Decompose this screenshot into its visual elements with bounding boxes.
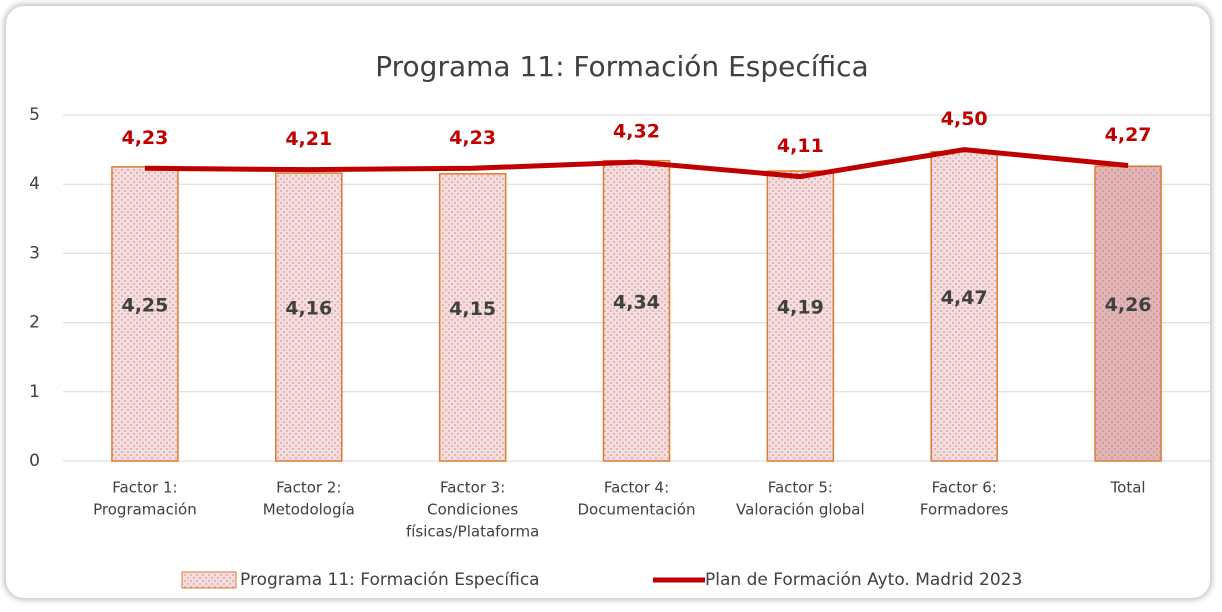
x-tick-label: Documentación (577, 501, 695, 519)
x-tick-label: Total (1110, 479, 1146, 497)
x-tick-label: Formadores (920, 501, 1009, 519)
bar-value-label: 4,34 (613, 291, 660, 313)
x-tick-label: Condiciones (427, 501, 518, 519)
bar-texture (931, 151, 998, 461)
line-value-label: 4,27 (1105, 124, 1152, 146)
y-tick-label: 0 (29, 451, 40, 471)
bar-value-label: 4,47 (941, 287, 988, 309)
x-tick-label: Factor 6: (932, 479, 997, 497)
bar-texture (767, 171, 834, 461)
x-tick-label: Valoración global (736, 501, 865, 519)
x-tick-label: Factor 3: (440, 479, 505, 497)
x-tick-label: Factor 2: (276, 479, 341, 497)
x-tick-label: Metodología (263, 501, 355, 519)
line (144, 147, 1129, 180)
chart-title: Programa 11: Formación Específica (375, 50, 868, 83)
y-tick-label: 1 (29, 382, 40, 402)
legend-label: Programa 11: Formación Específica (240, 570, 540, 590)
line-value-label: 4,23 (121, 127, 168, 149)
bar-value-label: 4,15 (449, 298, 496, 320)
bar-texture (1095, 166, 1162, 461)
bar-value-label: 4,26 (1105, 294, 1152, 316)
y-tick-label: 3 (29, 243, 40, 263)
line-value-label: 4,21 (285, 128, 332, 150)
bar-texture (439, 173, 506, 461)
x-tick-label: físicas/Plataforma (406, 523, 539, 541)
line-value-label: 4,50 (941, 108, 988, 130)
x-tick-label: Factor 4: (604, 479, 669, 497)
x-tick-label: Factor 1: (112, 479, 177, 497)
legend-label: Plan de Formación Ayto. Madrid 2023 (705, 570, 1022, 590)
y-tick-label: 2 (29, 313, 40, 333)
x-tick-label: Factor 5: (768, 479, 833, 497)
line-value-label: 4,32 (613, 121, 660, 143)
line-value-label: 4,23 (449, 127, 496, 149)
line-value-label: 4,11 (777, 135, 824, 157)
bar-texture (603, 160, 670, 461)
bar-value-label: 4,19 (777, 297, 824, 319)
bar-value-label: 4,25 (121, 294, 168, 316)
y-tick-label: 5 (29, 105, 40, 125)
x-tick-label: Programación (93, 501, 197, 519)
bar-value-label: 4,16 (285, 298, 332, 320)
bar-texture (275, 173, 342, 462)
y-tick-label: 4 (29, 174, 40, 194)
legend-swatch-texture (182, 572, 236, 588)
bar-texture (111, 166, 178, 461)
